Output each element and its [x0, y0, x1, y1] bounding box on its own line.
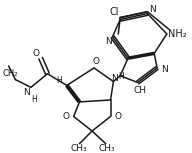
- Text: N: N: [105, 37, 112, 46]
- Text: N: N: [161, 65, 168, 74]
- Text: NH₂: NH₂: [168, 29, 187, 39]
- Text: O: O: [62, 112, 69, 121]
- Text: CH₃: CH₃: [98, 144, 115, 153]
- Text: Cl: Cl: [110, 7, 119, 17]
- Text: O: O: [32, 49, 39, 58]
- Text: N: N: [23, 88, 29, 97]
- Text: CH₃: CH₃: [70, 144, 87, 153]
- Text: N: N: [149, 5, 156, 14]
- Text: CH₂: CH₂: [3, 69, 18, 78]
- Text: H: H: [56, 76, 62, 85]
- Text: H: H: [31, 95, 37, 103]
- Text: CH: CH: [133, 86, 146, 95]
- Text: O: O: [115, 112, 122, 121]
- Text: N: N: [111, 74, 118, 83]
- Text: H: H: [118, 72, 124, 81]
- Text: O: O: [93, 57, 99, 66]
